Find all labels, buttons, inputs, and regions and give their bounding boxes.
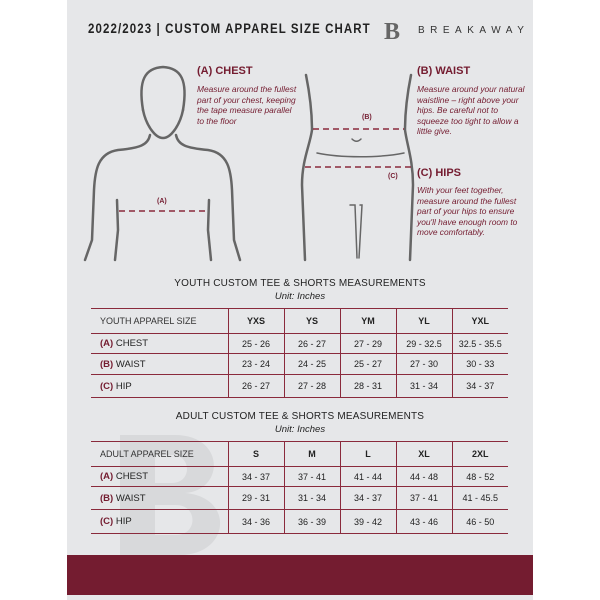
footer-band	[67, 555, 533, 595]
body-diagrams	[83, 65, 415, 262]
cell: 41 - 45.5	[451, 486, 508, 510]
adult-size-table: ADULT APPAREL SIZE S M L XL 2XL (A) CHES…	[91, 441, 508, 534]
header-cell: YOUTH APPAREL SIZE	[91, 308, 228, 334]
cell: 27 - 30	[395, 353, 452, 375]
cell: 37 - 41	[283, 466, 340, 487]
cell: 31 - 34	[395, 374, 452, 398]
row-letter: (A)	[100, 338, 114, 349]
cell: 27 - 28	[283, 374, 340, 398]
row-letter: (B)	[100, 358, 114, 370]
cell: 32.5 - 35.5	[451, 333, 508, 354]
row-label: CHEST	[115, 338, 149, 349]
header-cell: YXS	[227, 308, 284, 334]
hips-marker: (C)	[388, 173, 398, 180]
lower-body-figure	[300, 73, 415, 262]
header-cell: XL	[395, 441, 452, 467]
waist-heading: (B) WAIST	[417, 65, 471, 77]
cell: 46 - 50	[451, 509, 508, 534]
cell: 44 - 48	[395, 466, 452, 487]
row-label: HIP	[115, 516, 132, 527]
row-letter: (C)	[100, 516, 114, 527]
cell: 34 - 36	[227, 509, 284, 534]
cell: 37 - 41	[395, 486, 452, 510]
header-cell: ADULT APPAREL SIZE	[91, 441, 228, 467]
youth-table-title: YOUTH CUSTOM TEE & SHORTS MEASUREMENTS	[174, 278, 426, 289]
cell: 34 - 37	[451, 374, 508, 398]
header-cell: YM	[339, 308, 396, 334]
chest-marker: (A)	[157, 198, 167, 205]
cell: 34 - 37	[339, 486, 396, 510]
cell: 23 - 24	[227, 353, 284, 375]
hips-description: With your feet together, measure around …	[417, 185, 518, 237]
header-cell: S	[227, 441, 284, 467]
cell: 25 - 26	[227, 333, 284, 354]
cell: 31 - 34	[283, 486, 340, 510]
table-row: (A) CHEST 25 - 26 26 - 27 27 - 29 29 - 32.5…	[91, 333, 508, 354]
table-header-row: YOUTH APPAREL SIZE YXS YS YM YL YXL	[91, 308, 508, 334]
header-cell: 2XL	[451, 441, 508, 467]
cell: 48 - 52	[451, 466, 508, 487]
adult-table-title: ADULT CUSTOM TEE & SHORTS MEASUREMENTS	[175, 411, 425, 422]
table-row: (B) WAIST 29 - 31 31 - 34 34 - 37 37 - 41 41…	[91, 486, 508, 510]
table-header-row: ADULT APPAREL SIZE S M L XL 2XL	[91, 441, 508, 467]
cell: 29 - 31	[227, 486, 284, 510]
cell: 24 - 25	[283, 353, 340, 375]
table-row: (B) WAIST 23 - 24 24 - 25 25 - 27 27 - 30 30…	[91, 353, 508, 375]
youth-size-table: YOUTH APPAREL SIZE YXS YS YM YL YXL (A) …	[91, 308, 508, 398]
table-row: (C) HIP 34 - 36 36 - 39 39 - 42 43 - 46 46 -…	[91, 509, 508, 534]
waist-marker: (B)	[362, 114, 372, 121]
row-label: CHEST	[115, 471, 149, 482]
brand-logo-mark: B	[384, 19, 401, 45]
cell: 26 - 27	[283, 333, 340, 354]
cell: 39 - 42	[339, 509, 396, 534]
row-letter: (A)	[100, 471, 114, 482]
header-cell: YL	[395, 308, 452, 334]
cell: 34 - 37	[227, 466, 284, 487]
page-title: 2022/2023 | CUSTOM APPAREL SIZE CHART	[88, 21, 371, 36]
row-label: WAIST	[115, 492, 146, 504]
header-cell: YXL	[451, 308, 508, 334]
measure-lines	[119, 128, 413, 212]
cell: 41 - 44	[339, 466, 396, 487]
cell: 27 - 29	[339, 333, 396, 354]
cell: 25 - 27	[339, 353, 396, 375]
row-label: HIP	[115, 380, 132, 392]
cell: 29 - 32.5	[395, 333, 452, 354]
cell: 30 - 33	[451, 353, 508, 375]
cell: 28 - 31	[339, 374, 396, 398]
waist-description: Measure around your natural waistline – …	[417, 84, 525, 136]
brand-logo-text: BREAKAWAY	[418, 25, 530, 36]
hips-heading: (C) HIPS	[417, 167, 461, 179]
youth-unit: Unit: Inches	[274, 291, 326, 302]
row-letter: (B)	[100, 492, 114, 504]
table-row: (A) CHEST 34 - 37 37 - 41 41 - 44 44 - 48 48…	[91, 466, 508, 487]
header-cell: YS	[283, 308, 340, 334]
cell: 26 - 27	[227, 374, 284, 398]
cell: 36 - 39	[283, 509, 340, 534]
chest-heading: (A) CHEST	[197, 65, 253, 77]
header-cell: L	[339, 441, 396, 467]
header-cell: M	[283, 441, 340, 467]
row-label: WAIST	[115, 358, 146, 370]
upper-body-figure	[83, 65, 242, 262]
table-row: (C) HIP 26 - 27 27 - 28 28 - 31 31 - 34 34 -…	[91, 374, 508, 398]
row-letter: (C)	[100, 380, 114, 392]
chest-description: Measure around the fullest part of your …	[197, 84, 297, 126]
adult-unit: Unit: Inches	[274, 424, 326, 435]
cell: 43 - 46	[395, 509, 452, 534]
